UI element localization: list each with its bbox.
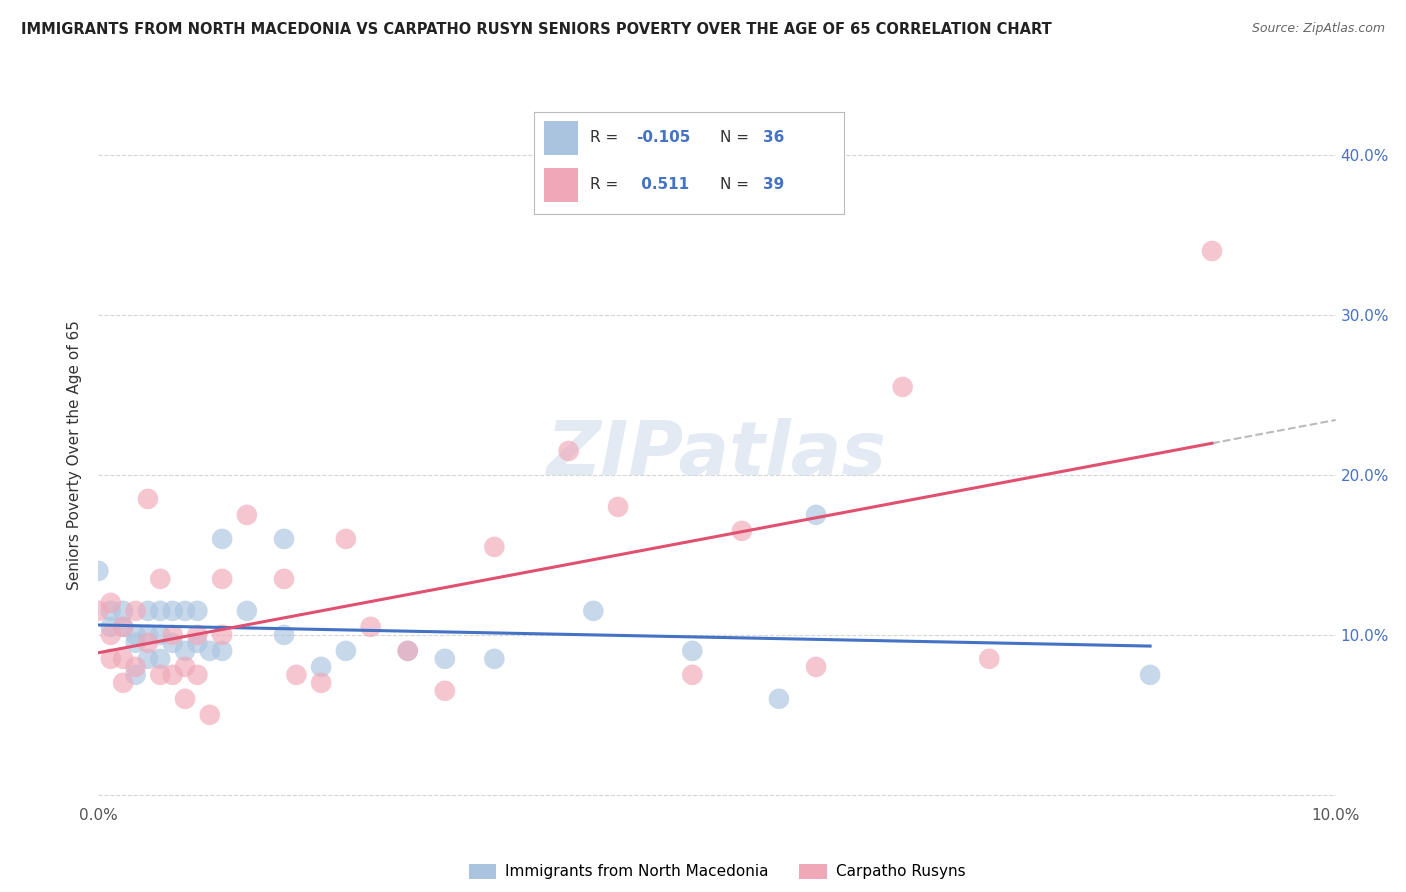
Bar (544, 120, 578, 154)
Point (87, 564, 110, 578)
Point (100, 596, 122, 610)
Point (1139, 668, 1161, 682)
Point (309, 676, 332, 690)
Point (124, 668, 146, 682)
Point (186, 668, 208, 682)
Text: 36: 36 (763, 130, 785, 145)
Point (681, 644, 703, 658)
Point (198, 644, 221, 658)
Point (162, 668, 184, 682)
Point (124, 636, 146, 650)
Point (211, 532, 233, 546)
Point (1201, 244, 1223, 258)
Point (149, 668, 172, 682)
Point (136, 652, 159, 666)
Point (236, 604, 259, 618)
Point (149, 628, 172, 642)
Point (124, 660, 146, 674)
Point (273, 628, 295, 642)
Point (174, 604, 197, 618)
Point (309, 660, 332, 674)
Point (211, 572, 233, 586)
Point (162, 636, 184, 650)
Point (396, 644, 419, 658)
Point (335, 644, 357, 658)
Point (979, 652, 1001, 666)
Point (433, 652, 456, 666)
Legend: Immigrants from North Macedonia, Carpatho Rusyns: Immigrants from North Macedonia, Carpath… (463, 857, 972, 886)
Point (100, 652, 122, 666)
Text: N =: N = (720, 130, 749, 145)
Point (149, 652, 172, 666)
Point (136, 604, 159, 618)
Point (236, 508, 259, 522)
Point (186, 628, 208, 642)
Point (162, 604, 184, 618)
Point (804, 660, 827, 674)
Point (582, 604, 605, 618)
Text: R =: R = (591, 178, 619, 193)
Point (484, 540, 506, 554)
Point (174, 660, 197, 674)
Point (136, 628, 159, 642)
Text: Source: ZipAtlas.com: Source: ZipAtlas.com (1251, 22, 1385, 36)
Y-axis label: Seniors Poverty Over the Age of 65: Seniors Poverty Over the Age of 65 (67, 320, 83, 590)
Point (891, 380, 914, 394)
Point (186, 604, 208, 618)
Text: ZIPatlas: ZIPatlas (547, 418, 887, 491)
Point (124, 628, 146, 642)
Point (335, 532, 357, 546)
Point (174, 691, 197, 706)
Point (285, 668, 308, 682)
Point (136, 636, 159, 650)
Point (112, 620, 135, 634)
Text: 0.511: 0.511 (637, 178, 689, 193)
Point (273, 532, 295, 546)
Point (100, 620, 122, 634)
Point (484, 652, 506, 666)
Point (136, 491, 159, 506)
Point (112, 652, 135, 666)
Point (100, 628, 122, 642)
Point (433, 683, 456, 698)
Point (149, 572, 172, 586)
Bar (544, 168, 578, 202)
Point (607, 500, 630, 514)
Text: -0.105: -0.105 (637, 130, 690, 145)
Point (768, 691, 790, 706)
Text: N =: N = (720, 178, 749, 193)
Point (396, 644, 419, 658)
Point (149, 604, 172, 618)
Point (731, 524, 754, 538)
Point (112, 676, 135, 690)
Point (112, 604, 135, 618)
Point (557, 444, 579, 458)
Text: IMMIGRANTS FROM NORTH MACEDONIA VS CARPATHO RUSYN SENIORS POVERTY OVER THE AGE O: IMMIGRANTS FROM NORTH MACEDONIA VS CARPA… (21, 22, 1052, 37)
Point (124, 604, 146, 618)
Text: R =: R = (591, 130, 619, 145)
Point (112, 620, 135, 634)
Point (174, 644, 197, 658)
Point (162, 628, 184, 642)
Text: 39: 39 (763, 178, 785, 193)
Point (186, 636, 208, 650)
Point (211, 628, 233, 642)
Point (804, 508, 827, 522)
Point (198, 707, 221, 722)
Point (87, 604, 110, 618)
Point (100, 604, 122, 618)
Point (211, 644, 233, 658)
Point (360, 620, 382, 634)
Point (273, 572, 295, 586)
Point (681, 668, 703, 682)
